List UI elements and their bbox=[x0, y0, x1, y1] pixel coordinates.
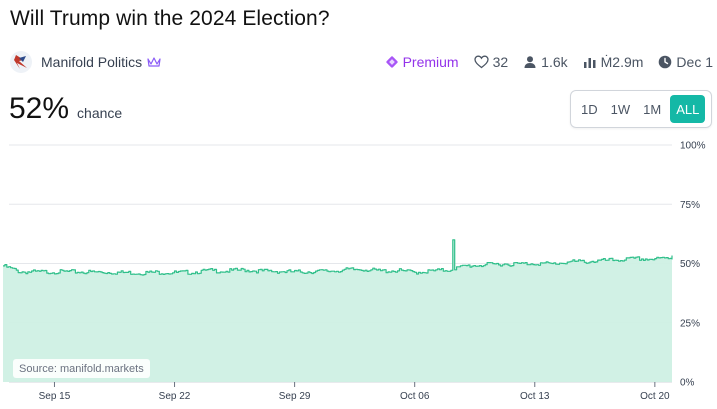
range-all-button[interactable]: ALL bbox=[670, 95, 706, 123]
close-date: Dec 1 bbox=[676, 54, 713, 70]
probability-label: chance bbox=[77, 105, 123, 121]
traders-stat[interactable]: 1.6k bbox=[523, 54, 568, 70]
heart-icon bbox=[473, 55, 489, 69]
x-tick-label: Sep 29 bbox=[279, 391, 311, 402]
probability-display: 52% chance bbox=[9, 92, 122, 126]
crown-icon bbox=[147, 57, 161, 67]
group-name-link[interactable]: Manifold Politics bbox=[41, 54, 143, 70]
probability-value: 52% bbox=[9, 92, 70, 125]
x-tick-label: Sep 15 bbox=[39, 391, 71, 402]
chart-source-label: Source: manifold.markets bbox=[13, 359, 150, 378]
y-tick-label: 100% bbox=[680, 141, 706, 152]
market-title: Will Trump win the 2024 Election? bbox=[10, 7, 330, 30]
traders-count: 1.6k bbox=[541, 54, 568, 70]
y-tick-label: 25% bbox=[680, 318, 700, 329]
x-tick-label: Oct 06 bbox=[400, 391, 430, 402]
time-range-selector: 1D 1W 1M ALL bbox=[570, 90, 712, 128]
chart-area-fill bbox=[3, 239, 672, 382]
premium-label: Premium bbox=[402, 54, 459, 70]
likes-button[interactable]: 32 bbox=[473, 54, 509, 70]
bar-chart-icon bbox=[583, 58, 596, 68]
chart-line-series bbox=[3, 239, 673, 276]
likes-count: 32 bbox=[492, 54, 509, 70]
eagle-logo-icon bbox=[14, 55, 27, 69]
y-tick-label: 0% bbox=[680, 378, 695, 389]
premium-badge[interactable]: Premium bbox=[385, 54, 459, 70]
market-stats: Premium 32 1.6k Ṁ2.9m bbox=[370, 54, 713, 70]
y-tick-label: 75% bbox=[680, 200, 700, 211]
x-tick-label: Sep 22 bbox=[159, 391, 191, 402]
market-meta-row: Manifold Politics Premium 32 1.6k bbox=[10, 50, 713, 74]
close-date-stat[interactable]: Dec 1 bbox=[658, 54, 713, 70]
range-1d-button[interactable]: 1D bbox=[581, 101, 598, 117]
volume-amount: Ṁ2.9m bbox=[600, 54, 644, 70]
group-avatar[interactable] bbox=[10, 51, 32, 73]
clock-icon bbox=[659, 55, 672, 69]
y-tick-label: 50% bbox=[680, 259, 700, 270]
range-1m-button[interactable]: 1M bbox=[643, 101, 662, 117]
diamond-icon bbox=[385, 56, 398, 68]
x-tick-label: Oct 20 bbox=[640, 391, 670, 402]
x-tick-label: Oct 13 bbox=[520, 391, 550, 402]
volume-stat[interactable]: Ṁ2.9m bbox=[583, 54, 644, 70]
range-1w-button[interactable]: 1W bbox=[610, 101, 631, 117]
user-icon bbox=[524, 56, 536, 68]
